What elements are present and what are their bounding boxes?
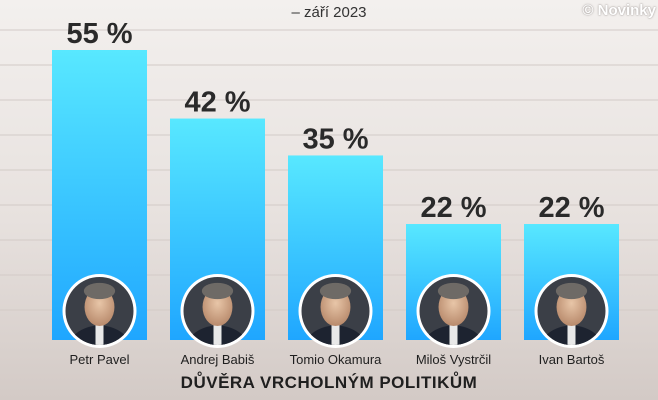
category-label: Petr Pavel	[70, 352, 130, 367]
value-label: 22 %	[538, 192, 604, 224]
portrait-icon	[62, 274, 137, 348]
category-label: Andrej Babiš	[181, 352, 255, 367]
value-label: 22 %	[420, 192, 486, 224]
portrait-icon	[180, 274, 255, 348]
value-label: 55 %	[66, 18, 132, 50]
value-label: 42 %	[184, 87, 250, 119]
portrait-icon	[416, 274, 491, 348]
chart-subtitle: – září 2023	[291, 4, 367, 21]
portrait-icon	[298, 274, 373, 348]
value-labels: 55 % 42 % 35 % 22 % 22 %	[66, 18, 604, 224]
chart-title: DŮVĚRA VRCHOLNÝM POLITIKŮM	[180, 373, 478, 392]
value-label: 35 %	[302, 123, 368, 155]
source-credit: © Novinky	[582, 2, 656, 19]
category-label: Ivan Bartoš	[539, 352, 605, 367]
category-label: Tomio Okamura	[290, 352, 383, 367]
category-label: Miloš Vystrčil	[416, 352, 491, 367]
portrait-icon	[534, 274, 609, 348]
category-labels: Petr Pavel Andrej Babiš Tomio Okamura Miloš…	[70, 352, 605, 367]
portraits	[62, 274, 609, 348]
